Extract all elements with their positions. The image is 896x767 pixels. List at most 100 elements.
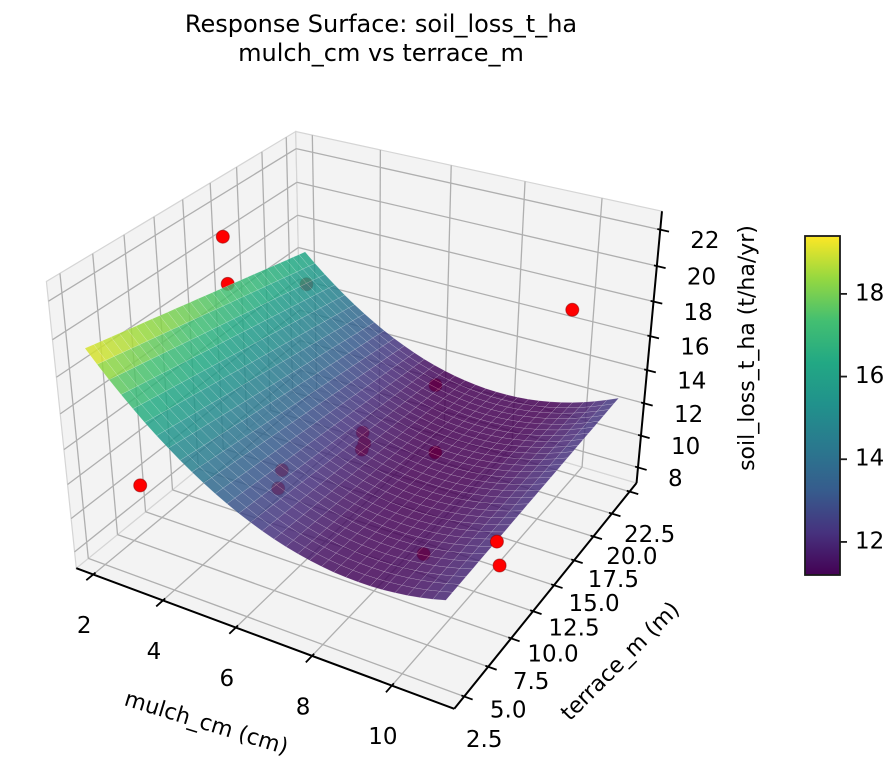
z-tick	[637, 434, 650, 439]
surface-mesh	[84, 251, 620, 601]
grid-line	[298, 278, 648, 371]
x-tick	[155, 597, 166, 608]
surface-quad	[565, 439, 584, 447]
grid-line	[117, 534, 489, 668]
scatter-point	[133, 478, 148, 493]
z-tick-label: 22	[690, 228, 719, 254]
surface-quad	[233, 280, 252, 297]
y-tick	[550, 583, 563, 589]
x-tick-label: 10	[368, 724, 397, 750]
grid-line	[48, 148, 297, 302]
grid-line	[295, 148, 661, 231]
scatter-point	[489, 534, 504, 549]
y-tick-label: 5.0	[490, 697, 527, 723]
surface-quad	[215, 305, 235, 323]
y-tick-label: 12.5	[548, 616, 599, 642]
surface-quad	[96, 360, 118, 380]
z-tick	[657, 228, 670, 233]
surface-quad	[208, 309, 228, 327]
z-tick	[643, 368, 657, 374]
z-axis-line	[635, 211, 663, 484]
grid-line	[296, 181, 657, 267]
z-tick-label: 8	[668, 466, 683, 492]
colorbar-tick-label: 18	[855, 280, 884, 306]
y-tick-label: 7.5	[513, 669, 550, 695]
y-axis-line	[453, 482, 638, 710]
surface-quad	[576, 426, 595, 435]
surface-quad	[84, 344, 107, 365]
y-tick-label: 15.0	[568, 591, 619, 617]
chart-title-line2: mulch_cm vs terrace_m	[238, 39, 524, 67]
y-tick-label: 20.0	[606, 544, 657, 570]
surface-quad	[167, 308, 187, 327]
surface-quad	[178, 322, 198, 341]
colorbar-group: 12 14 16 18	[804, 235, 884, 576]
grid-line	[297, 214, 654, 303]
x-tick-label: 8	[296, 694, 311, 720]
surface-quad	[105, 356, 127, 376]
surface-quad	[142, 359, 163, 378]
surface-quad	[138, 340, 160, 360]
chart-title-line1: Response Surface: soil_loss_t_ha	[184, 10, 578, 38]
z-tick	[650, 299, 663, 305]
chart-title: Response Surface: soil_loss_t_ha mulch_c…	[0, 10, 762, 68]
colorbar-bar	[805, 236, 840, 575]
x-axis-title: mulch_cm (cm)	[121, 687, 291, 761]
z-axis-title: soil_loss_t_ha (t/ha/yr)	[735, 225, 760, 471]
surface-quad	[135, 322, 156, 342]
surface-quad	[219, 286, 238, 303]
surface-quad	[260, 268, 278, 285]
surface-quad	[509, 503, 529, 512]
grid-line	[88, 557, 465, 698]
colorbar-tick-label: 14	[855, 446, 884, 472]
surface-quad	[266, 265, 285, 282]
y-tick-label: 10.0	[527, 642, 578, 668]
surface-quad	[503, 510, 523, 519]
colorbar-tick-label: 12	[855, 528, 884, 554]
z-tick-label: 14	[677, 369, 706, 395]
surface-quad	[497, 517, 517, 526]
y-tick	[461, 694, 473, 701]
grid-line	[59, 273, 89, 559]
y-tick-label: 2.5	[466, 727, 503, 753]
z-tick-label: 16	[680, 335, 709, 361]
surface-quad	[521, 490, 541, 498]
surface-quad	[189, 298, 210, 317]
surface-quad	[432, 591, 454, 601]
surface-quad	[459, 560, 480, 570]
z-tick	[653, 264, 666, 269]
y-tick	[507, 636, 520, 643]
grid-line	[298, 246, 651, 337]
scatter-point	[215, 229, 230, 244]
grid-line	[92, 253, 119, 535]
y-tick	[626, 489, 639, 496]
z-tick-label: 20	[687, 265, 716, 291]
x-tick	[385, 682, 395, 693]
y-tick	[590, 534, 603, 541]
surface-quad	[465, 553, 486, 562]
y-tick	[608, 511, 621, 518]
surface-quad	[226, 283, 245, 300]
x-tick	[85, 571, 97, 581]
surface-quad	[125, 367, 147, 387]
scatter-point	[565, 302, 580, 317]
surface-quad	[229, 299, 249, 316]
y-tick	[529, 609, 542, 615]
surface-quad	[452, 568, 474, 577]
surface-quad	[204, 292, 224, 310]
colorbar-outline	[804, 235, 841, 576]
z-tick-label: 10	[671, 434, 700, 460]
x-tick-label: 4	[147, 639, 162, 665]
scatter-point	[492, 558, 507, 573]
surface-quad	[526, 483, 546, 492]
y-tick	[485, 664, 497, 671]
surface-quad	[166, 347, 187, 366]
z-tick	[647, 334, 660, 340]
surface-quad	[197, 295, 217, 313]
grid-line	[52, 181, 298, 341]
z-tick-label: 18	[684, 300, 713, 326]
x-tick-label: 6	[219, 666, 234, 692]
z-tick-label: 12	[674, 402, 703, 428]
